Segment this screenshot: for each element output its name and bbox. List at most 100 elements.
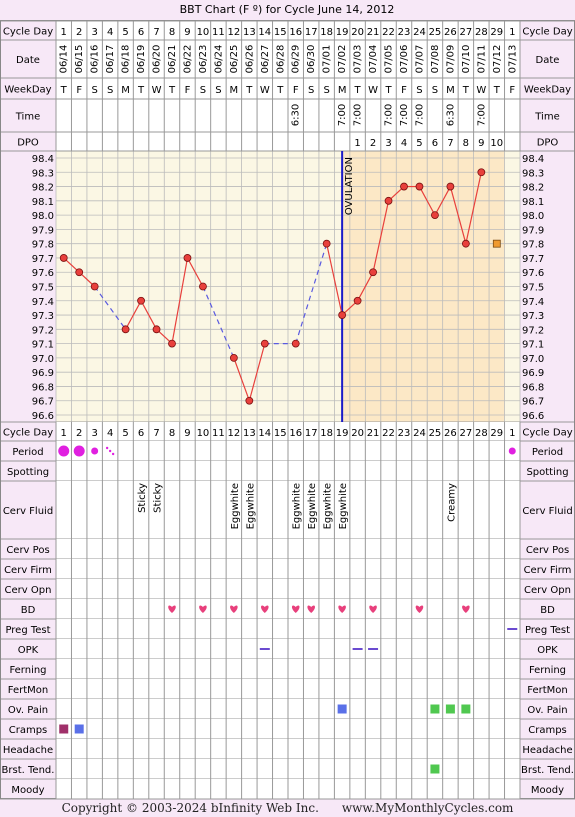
dpo-label: 6 bbox=[432, 138, 438, 149]
heart-icon bbox=[291, 605, 300, 613]
weekday-label: W bbox=[260, 85, 270, 96]
row-preg-test-label-left: Preg Test bbox=[5, 625, 50, 636]
y-tick-left: 97.5 bbox=[32, 283, 54, 294]
temp-point bbox=[461, 239, 470, 248]
weekday-label: M bbox=[230, 85, 239, 96]
cycle-day-number: 24 bbox=[413, 27, 426, 38]
y-tick-right: 97.4 bbox=[522, 297, 544, 308]
time-label-right: Time bbox=[534, 112, 559, 123]
weekday-label: T bbox=[384, 85, 392, 96]
cycle-day-number: 3 bbox=[91, 27, 97, 38]
date-label: 06/20 bbox=[152, 45, 163, 74]
date-label: 07/10 bbox=[461, 45, 472, 74]
y-tick-left: 96.8 bbox=[32, 382, 54, 393]
time-label: 7:00 bbox=[414, 104, 425, 126]
weekday-label: S bbox=[323, 85, 329, 96]
weekday-label-right: WeekDay bbox=[524, 85, 571, 96]
temp-line-segment bbox=[326, 243, 343, 316]
heart-icon bbox=[168, 605, 176, 613]
date-label: 07/06 bbox=[399, 45, 410, 74]
y-tick-left: 97.2 bbox=[32, 325, 54, 336]
cycle-day-number: 13 bbox=[243, 428, 256, 439]
heart-icon bbox=[338, 605, 346, 613]
y-tick-left: 96.6 bbox=[32, 411, 54, 422]
row-opk-label-right: OPK bbox=[537, 645, 558, 656]
weekday-label: F bbox=[76, 85, 82, 96]
time-label: 7:00 bbox=[337, 104, 348, 126]
date-label: 07/01 bbox=[322, 45, 333, 74]
row-headache-label-left: Headache bbox=[3, 745, 53, 756]
cycle-day-number: 15 bbox=[274, 428, 287, 439]
date-label: 06/17 bbox=[105, 45, 116, 74]
cycle-day-number: 4 bbox=[107, 428, 113, 439]
cycle-day-number: 23 bbox=[398, 428, 411, 439]
row-ov-pain-label-left: Ov. Pain bbox=[8, 705, 48, 716]
date-label: 07/02 bbox=[337, 45, 348, 74]
cycle-day-number: 16 bbox=[289, 428, 302, 439]
chart-title: BBT Chart (F º) for Cycle June 14, 2012 bbox=[180, 3, 395, 16]
date-label: 06/27 bbox=[260, 45, 271, 74]
heart-icon bbox=[261, 605, 269, 613]
weekday-label: W bbox=[152, 85, 162, 96]
period-marker bbox=[58, 445, 70, 457]
date-label: 06/15 bbox=[74, 45, 85, 74]
cycle-day-number: 9 bbox=[184, 428, 190, 439]
y-tick-right: 98.1 bbox=[522, 197, 544, 208]
temp-line-segment bbox=[140, 300, 158, 330]
weekday-label: T bbox=[245, 85, 253, 96]
row-cerv-opn-label-left: Cerv Opn bbox=[5, 585, 52, 596]
y-tick-right: 96.7 bbox=[522, 397, 544, 408]
breast-tenderness-marker bbox=[430, 764, 440, 774]
weekday-label: W bbox=[368, 85, 378, 96]
cycle-day-number: 21 bbox=[367, 428, 380, 439]
date-label: 06/24 bbox=[213, 45, 224, 74]
y-tick-left: 97.3 bbox=[32, 311, 54, 322]
date-label: 06/25 bbox=[229, 45, 240, 74]
cycle-day-number: 2 bbox=[76, 428, 82, 439]
cycle-day-number: 29 bbox=[490, 428, 503, 439]
temp-point bbox=[431, 211, 439, 220]
y-tick-right: 97.1 bbox=[522, 340, 544, 351]
date-label: 06/18 bbox=[121, 45, 132, 74]
dpo-label: 4 bbox=[401, 138, 407, 149]
temp-point bbox=[446, 182, 455, 191]
row-bd-label-right: BD bbox=[540, 605, 555, 616]
cycle-day-number: 17 bbox=[305, 27, 318, 38]
cerv-fluid-label: Eggwhite bbox=[292, 483, 303, 529]
heart-icon bbox=[230, 605, 238, 613]
y-tick-left: 98.0 bbox=[32, 211, 54, 222]
cycle-day-number: 11 bbox=[212, 428, 225, 439]
weekday-label: T bbox=[276, 85, 284, 96]
temp-point bbox=[260, 339, 269, 348]
date-label: 07/04 bbox=[368, 45, 379, 74]
temp-line-segment bbox=[372, 200, 390, 273]
cycle-day-number: 2 bbox=[76, 27, 82, 38]
cycle-day-number: 14 bbox=[258, 428, 271, 439]
cramps-marker bbox=[59, 724, 69, 734]
cycle-day-number: 19 bbox=[336, 428, 349, 439]
y-tick-left: 97.6 bbox=[32, 268, 54, 279]
weekday-label: T bbox=[137, 85, 145, 96]
temp-point bbox=[229, 353, 238, 362]
temp-point bbox=[168, 339, 176, 348]
temp-point bbox=[75, 268, 84, 277]
row-opk-label-left: OPK bbox=[18, 645, 39, 656]
weekday-label: F bbox=[401, 85, 407, 96]
date-label: 06/14 bbox=[59, 45, 70, 74]
y-tick-right: 97.3 bbox=[522, 311, 544, 322]
temp-point bbox=[338, 311, 347, 319]
temp-point bbox=[353, 296, 362, 305]
weekday-label-left: WeekDay bbox=[4, 85, 51, 96]
row-fertmon-label-right: FertMon bbox=[527, 685, 567, 696]
cycle-day-number: 8 bbox=[169, 428, 175, 439]
date-label: 07/05 bbox=[384, 45, 395, 74]
cycle-day-number: 26 bbox=[444, 428, 457, 439]
y-tick-left: 97.4 bbox=[32, 297, 54, 308]
cerv-fluid-label: Sticky bbox=[153, 483, 164, 513]
cycle-day-number: 1 bbox=[509, 27, 515, 38]
cycle-day-number: 18 bbox=[320, 428, 333, 439]
cerv-fluid-label: Eggwhite bbox=[323, 483, 334, 529]
dpo-label-left: DPO bbox=[17, 138, 39, 149]
date-label: 06/28 bbox=[275, 45, 286, 74]
site-link[interactable]: www.MyMonthlyCycles.com bbox=[341, 801, 514, 815]
